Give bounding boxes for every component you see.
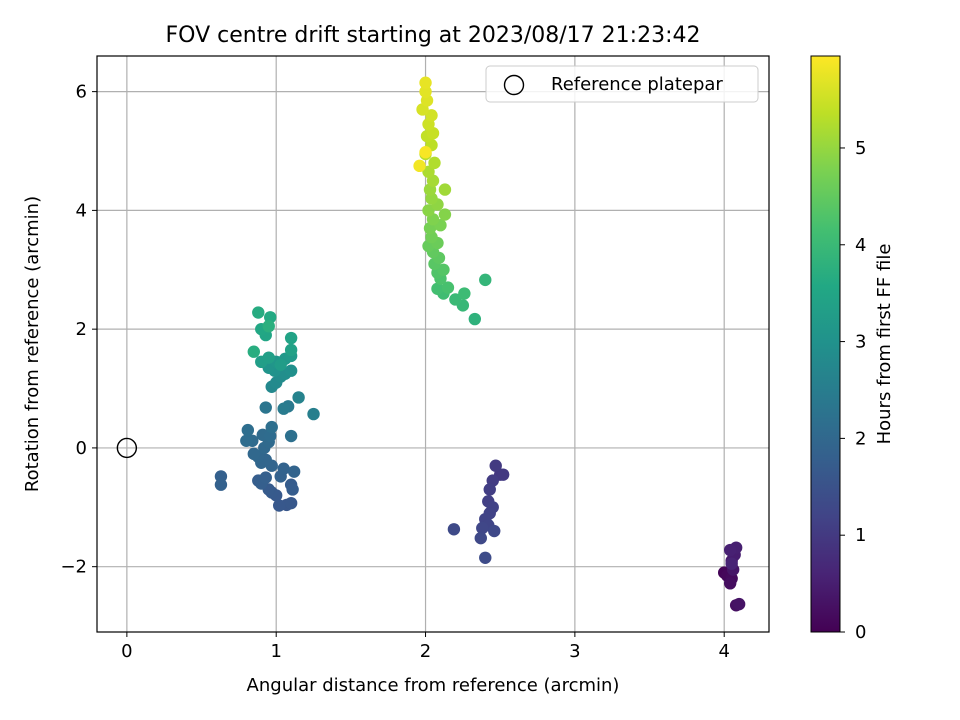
x-tick-label: 3: [569, 641, 580, 662]
data-point: [438, 208, 452, 221]
data-point: [425, 109, 438, 122]
data-point: [277, 462, 290, 475]
y-axis-ticks: −2 0 2 4 6: [60, 82, 97, 578]
colorbar-tick-label: 5: [855, 138, 866, 159]
axes-frame: [96, 55, 770, 633]
data-point: [441, 281, 455, 294]
data-point: [272, 499, 286, 512]
data-point: [284, 364, 298, 377]
data-point: [483, 483, 496, 496]
data-point: [274, 358, 287, 371]
x-tick-label: 4: [718, 641, 729, 662]
x-axis-label: Angular distance from reference (arcmin): [247, 675, 620, 696]
data-point: [287, 465, 301, 478]
data-point: [422, 204, 435, 217]
data-point: [259, 471, 272, 484]
data-point: [476, 521, 489, 535]
colorbar-tick-label: 3: [855, 332, 866, 353]
data-point: [240, 434, 253, 447]
data-point: [214, 478, 228, 491]
data-point: [447, 523, 461, 536]
data-point: [723, 543, 737, 557]
data-point: [725, 557, 738, 570]
data-point: [479, 273, 492, 287]
data-point: [732, 597, 746, 611]
x-tick-label: 1: [270, 641, 281, 662]
axes-background: [97, 56, 769, 632]
data-point: [428, 156, 441, 170]
data-point: [413, 159, 426, 173]
data-point: [468, 312, 482, 326]
colorbar-ticks: 0 1 2 3 4 5: [840, 138, 866, 643]
legend-box: [485, 65, 759, 103]
data-point: [449, 293, 462, 306]
y-tick-label: 0: [76, 438, 87, 459]
x-tick-label: 2: [420, 641, 431, 662]
data-point: [437, 263, 450, 276]
data-point: [284, 343, 298, 357]
data-point: [422, 165, 435, 178]
data-point: [265, 420, 278, 434]
data-point: [489, 459, 502, 472]
data-point: [458, 287, 471, 300]
data-point: [496, 468, 510, 481]
data-point: [277, 402, 290, 415]
data-point: [284, 496, 298, 510]
data-point: [262, 319, 275, 333]
data-point: [247, 345, 260, 358]
data-point: [419, 76, 432, 89]
reference-marker-layer: [116, 437, 138, 459]
colorbar-tick-label: 4: [855, 235, 866, 256]
data-point: [431, 282, 444, 295]
plot-area: 0 1 2 3 4 −2 0 2 4 6: [60, 55, 770, 662]
colorbar-gradient: [810, 55, 841, 633]
colorbar-tick-label: 1: [855, 525, 866, 546]
chart-title: FOV centre drift starting at 2023/08/17 …: [166, 23, 701, 48]
y-tick-label: 2: [76, 319, 87, 340]
data-points: [214, 76, 746, 612]
x-axis-ticks: 0 1 2 3 4: [121, 632, 730, 662]
data-point: [419, 85, 432, 98]
y-axis-label: Rotation from reference (arcmin): [22, 196, 43, 492]
data-point: [307, 407, 320, 421]
data-point: [284, 429, 298, 443]
data-point: [241, 423, 255, 437]
y-tick-label: 6: [76, 82, 87, 103]
grid-lines: [97, 56, 769, 632]
legend: Reference platepar: [485, 65, 759, 103]
colorbar-tick-label: 2: [855, 428, 866, 449]
y-tick-label: 4: [76, 200, 87, 221]
data-point: [286, 483, 299, 496]
data-point: [479, 551, 492, 564]
data-point: [252, 306, 265, 319]
data-point: [723, 577, 737, 590]
data-point: [438, 183, 452, 196]
legend-entry-label: Reference platepar: [551, 74, 723, 95]
legend-reference-marker: [503, 74, 525, 96]
reference-platepar-marker: [116, 437, 138, 459]
data-point: [292, 391, 305, 404]
data-point: [247, 447, 260, 461]
data-point: [284, 331, 298, 345]
data-point: [488, 524, 501, 538]
colorbar-label: Hours from first FF file: [874, 244, 895, 445]
colorbar: 0 1 2 3 4 5 Hours from first FF file: [810, 55, 895, 643]
data-point: [262, 351, 275, 364]
data-point: [474, 531, 487, 545]
colorbar-tick-label: 0: [855, 622, 866, 643]
data-point: [259, 401, 272, 414]
data-point: [419, 145, 432, 159]
x-tick-label: 0: [121, 641, 132, 662]
y-tick-label: −2: [60, 557, 87, 578]
